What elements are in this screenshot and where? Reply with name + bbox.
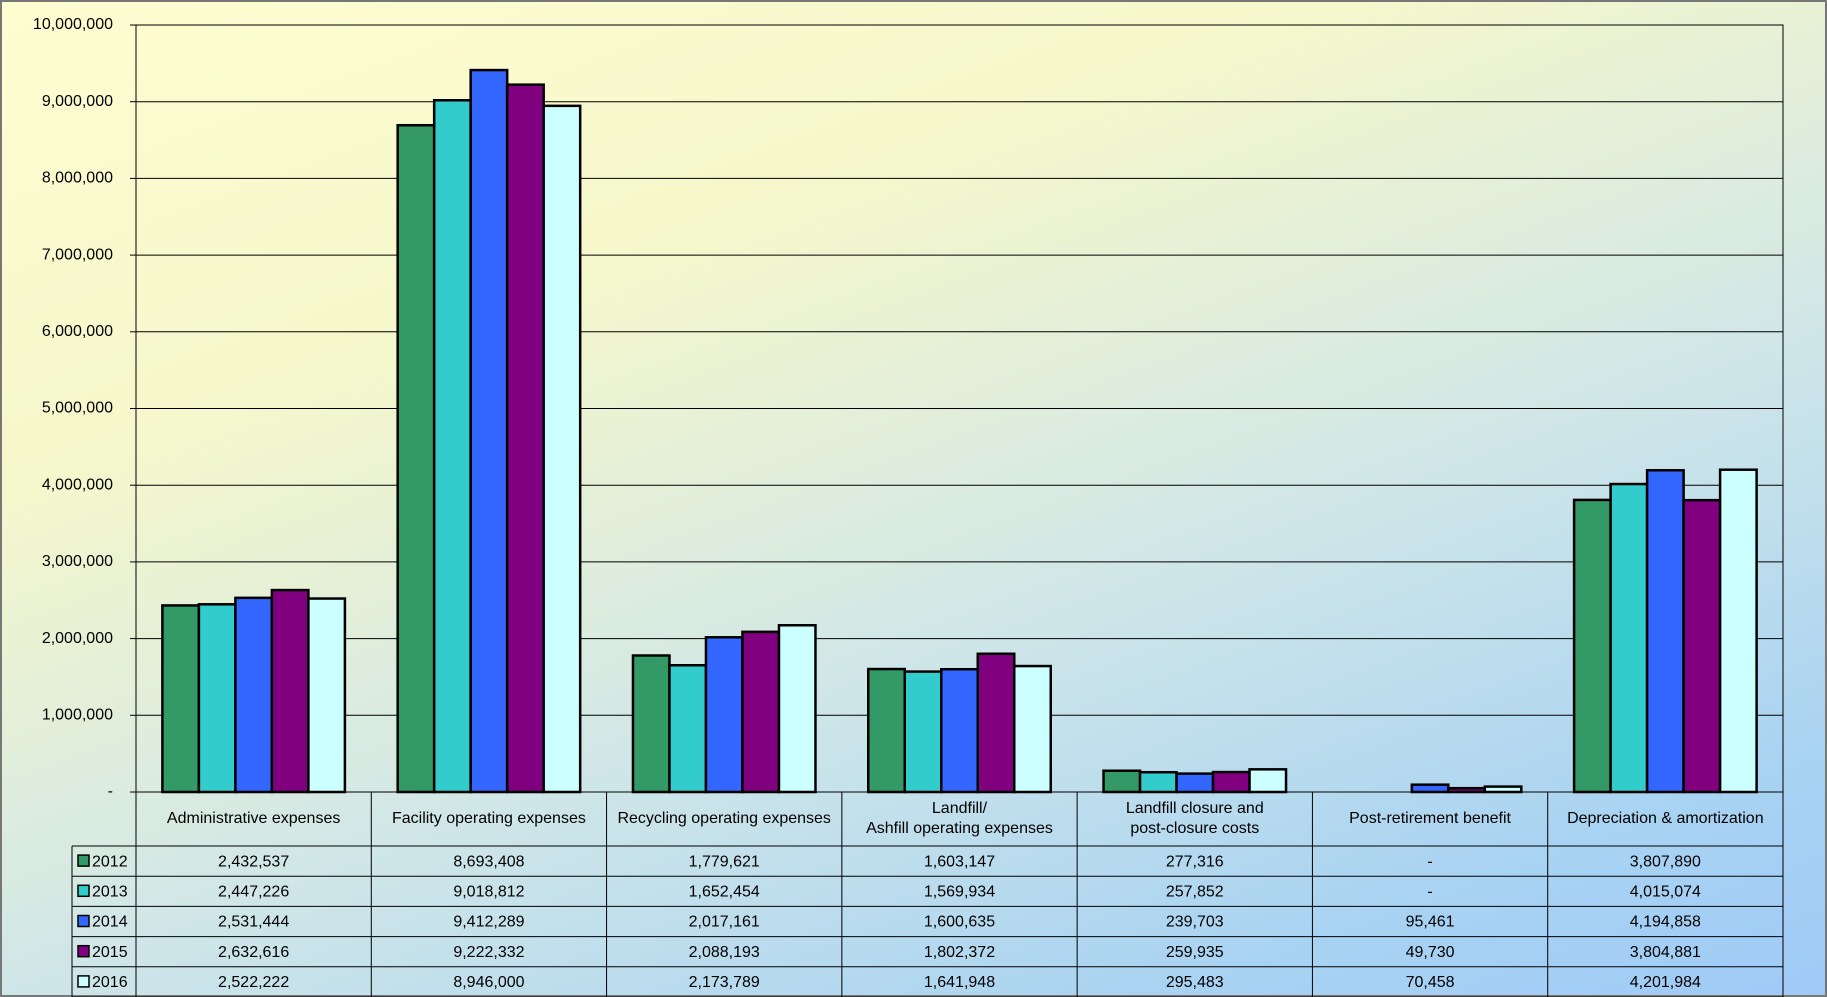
category-label: Landfill closure and post-closure costs	[1125, 800, 1264, 837]
legend-label: 2013	[92, 884, 128, 901]
table-value: 2,632,616	[218, 944, 289, 961]
table-value: -	[1427, 884, 1432, 901]
y-tick-label: 5,000,000	[42, 400, 113, 417]
y-tick-label: 2,000,000	[42, 630, 113, 647]
bar	[668, 664, 708, 794]
legend-swatch	[77, 854, 90, 867]
bar	[1682, 498, 1722, 794]
table-value: 1,569,934	[924, 884, 995, 901]
y-tick-label: 6,000,000	[42, 323, 113, 340]
table-value: 4,201,984	[1630, 974, 1701, 991]
table-value: 239,703	[1166, 914, 1224, 931]
bar	[469, 68, 509, 794]
bar	[704, 636, 744, 794]
bar	[1138, 770, 1178, 794]
y-tick-label: 8,000,000	[42, 170, 113, 187]
table-value: 9,018,812	[453, 884, 524, 901]
category-label: Recycling operating expenses	[617, 810, 831, 827]
y-tick-label: 1,000,000	[42, 707, 113, 724]
category-label: Facility operating expenses	[391, 810, 586, 827]
table-value: 3,804,881	[1630, 944, 1701, 961]
bar	[505, 83, 545, 794]
table-value: -	[1427, 853, 1432, 870]
legend-label: 2016	[92, 974, 128, 991]
table-value: 295,483	[1166, 974, 1224, 991]
table-value: 2,017,161	[689, 914, 760, 931]
table-value: 95,461	[1406, 914, 1455, 931]
table-value: 2,447,226	[218, 884, 289, 901]
y-tick-label: 4,000,000	[42, 476, 113, 493]
bar	[631, 654, 671, 794]
legend-label: 2015	[92, 944, 128, 961]
bar	[1013, 664, 1052, 794]
y-tick-label: 7,000,000	[42, 246, 113, 263]
table-value: 4,015,074	[1630, 884, 1701, 901]
table-value: 1,603,147	[924, 853, 995, 870]
legend-swatch	[77, 944, 90, 958]
bar	[1718, 468, 1758, 794]
bar	[1410, 783, 1450, 794]
bar	[1248, 768, 1288, 794]
bar	[542, 104, 582, 794]
bar	[1645, 469, 1685, 794]
table-value: 3,807,890	[1630, 853, 1701, 870]
table-value: 9,412,289	[453, 914, 524, 931]
bar	[903, 670, 943, 794]
bar	[161, 604, 201, 794]
table-value: 257,852	[1166, 884, 1224, 901]
table-value: 1,652,454	[689, 884, 760, 901]
bar	[777, 624, 817, 794]
table-value: 8,693,408	[453, 853, 524, 870]
category-label: Post-retirement benefit	[1349, 810, 1511, 827]
y-tick-label: 10,000,000	[33, 16, 113, 33]
bar	[396, 123, 436, 794]
bar	[1102, 769, 1142, 794]
bar	[307, 597, 347, 794]
bar	[432, 99, 472, 794]
table-value: 49,730	[1406, 944, 1455, 961]
table-value: 2,088,193	[689, 944, 760, 961]
y-tick-label: 9,000,000	[42, 93, 113, 110]
y-tick-label: -	[108, 783, 113, 800]
bar	[197, 603, 237, 794]
legend-swatch	[77, 975, 90, 988]
bar	[976, 652, 1016, 794]
table-value: 9,222,332	[453, 944, 524, 961]
bar	[741, 630, 781, 794]
bar	[1572, 498, 1612, 794]
legend-label: 2014	[92, 914, 128, 931]
table-value: 1,779,621	[689, 853, 760, 870]
table-value: 70,458	[1406, 974, 1455, 991]
category-label: Depreciation & amortization	[1567, 810, 1764, 827]
table-value: 2,522,222	[218, 974, 289, 991]
bar	[1483, 785, 1523, 794]
table-value: 2,173,789	[689, 974, 760, 991]
legend-swatch	[77, 884, 90, 898]
table-value: 277,316	[1166, 853, 1224, 870]
legend-swatch	[77, 914, 90, 928]
bar	[940, 667, 979, 794]
bar	[867, 667, 906, 794]
table-value: 4,194,858	[1630, 914, 1701, 931]
legend-label: 2012	[92, 853, 128, 870]
bar	[234, 596, 274, 794]
table-value: 2,432,537	[218, 853, 289, 870]
y-tick-label: 3,000,000	[42, 553, 113, 570]
table-value: 259,935	[1166, 944, 1224, 961]
category-label: Landfill/ Ashfill operating expenses	[866, 800, 1053, 837]
bar	[270, 588, 310, 794]
table-value: 2,531,444	[218, 914, 289, 931]
table-value: 1,641,948	[924, 974, 995, 991]
category-label: Administrative expenses	[166, 810, 341, 827]
bar	[1211, 770, 1251, 794]
table-value: 1,600,635	[924, 914, 995, 931]
table-value: 8,946,000	[453, 974, 524, 991]
bar	[1609, 482, 1649, 794]
bar	[1175, 772, 1215, 794]
table-value: 1,802,372	[924, 944, 995, 961]
